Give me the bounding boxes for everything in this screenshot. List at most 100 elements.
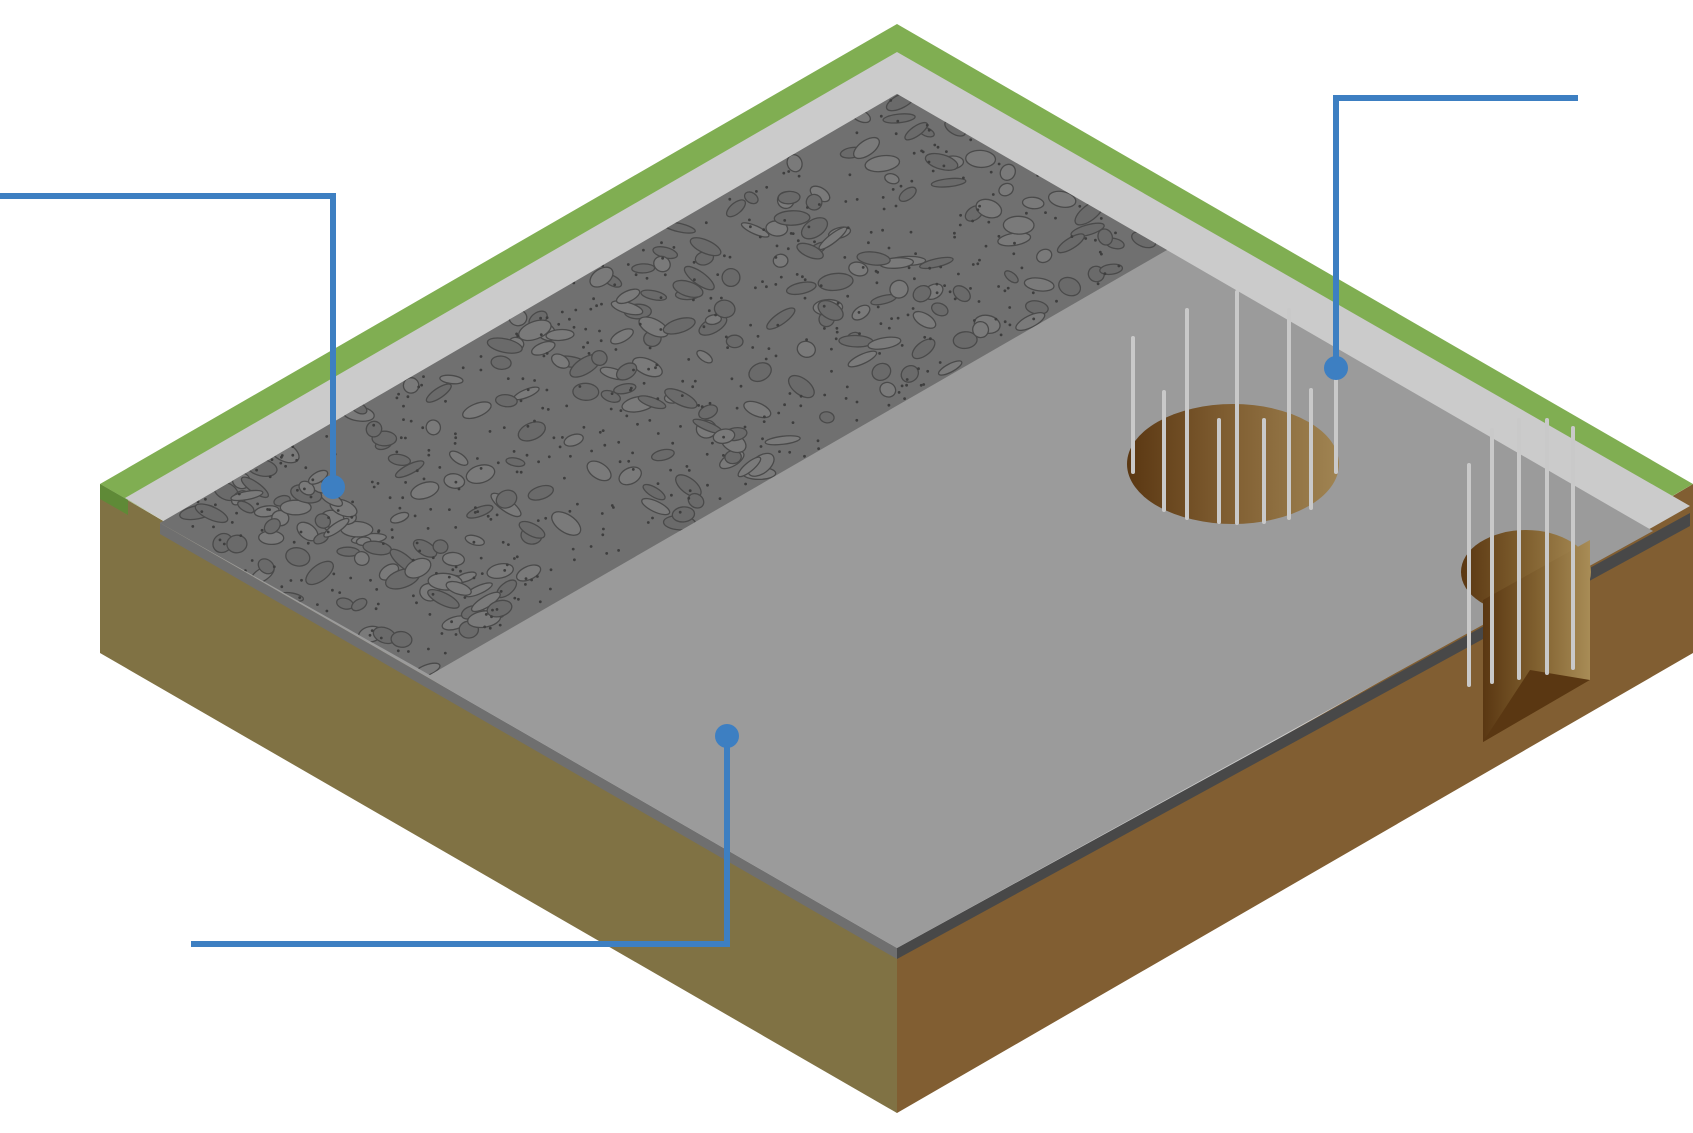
gravel-grain (656, 397, 660, 401)
gravel-grain (692, 260, 696, 264)
gravel-grain (656, 432, 660, 435)
gravel-grain (479, 467, 483, 470)
gravel-grain (539, 316, 542, 320)
gravel-stone (689, 237, 722, 257)
gravel-grain (598, 430, 602, 434)
gravel-grain (765, 285, 768, 289)
gravel-grain (370, 629, 374, 632)
gravel-grain (547, 455, 551, 459)
gravel-grain (422, 375, 425, 378)
gravel-grain (422, 477, 426, 481)
gravel-grain (900, 384, 904, 388)
gravel-grain (911, 307, 915, 310)
gravel-grain (935, 291, 939, 295)
gravel-grain (722, 454, 725, 457)
gravel-grain (855, 400, 859, 404)
gravel-grain (428, 613, 432, 616)
gravel-grain (803, 278, 807, 282)
gravel-grain (200, 510, 204, 513)
gravel-grain (671, 441, 675, 445)
gravel-grain (735, 406, 739, 410)
gravel-grain (426, 527, 430, 530)
leader-dot-gravel (321, 475, 345, 499)
gravel-grain (490, 615, 493, 619)
gravel-grain (830, 369, 833, 373)
gravel-grain (953, 231, 956, 235)
gravel-grain (659, 296, 663, 299)
gravel-grain (474, 506, 477, 509)
gravel-grain (929, 337, 932, 341)
gravel-grain (749, 225, 752, 229)
gravel-grain (255, 468, 258, 472)
gravel-grain (881, 228, 884, 232)
gravel-grain (1070, 235, 1074, 239)
gravel-grain (748, 218, 751, 222)
gravel-grain (578, 385, 582, 388)
gravel-grain (693, 278, 696, 282)
gravel-grain (927, 160, 931, 164)
gravel-grain (1084, 237, 1088, 240)
gravel-grain (730, 377, 734, 381)
gravel-stone (465, 464, 496, 485)
gravel-grain (778, 450, 781, 453)
gravel-grain (845, 385, 849, 389)
gravel-grain (775, 244, 779, 248)
slab-left-edge (160, 523, 897, 959)
gravel-grain (1078, 204, 1082, 208)
gravel-grain (230, 521, 234, 524)
gravel-grain (922, 383, 926, 386)
gravel-grain (648, 419, 652, 422)
gravel-grain (472, 576, 476, 580)
gravel-grain (536, 575, 539, 578)
gravel-stone (662, 317, 696, 335)
gravel-grain (969, 138, 973, 142)
gravel-grain (489, 517, 493, 521)
gravel-stone (230, 489, 264, 502)
gravel-grain (517, 597, 520, 601)
gravel-stone (1015, 311, 1046, 332)
gravel-grain (589, 545, 593, 548)
gravel-stone (889, 279, 909, 299)
gravel-stone (847, 350, 878, 368)
gravel-grain (663, 273, 667, 277)
gravel-grain (524, 577, 528, 580)
gravel-grain (654, 366, 657, 370)
gravel-grain (296, 488, 299, 492)
gravel-grain (289, 579, 293, 582)
gravel-grain (521, 377, 525, 381)
gravel-grain (708, 401, 712, 405)
gravel-grain (1054, 216, 1057, 220)
gravel-stone (389, 511, 410, 524)
gravel-grain (375, 588, 379, 591)
gravel-grain (1044, 211, 1047, 215)
gravel-grain (830, 347, 833, 351)
gravel-grain (910, 179, 914, 183)
gravel-grain (900, 344, 904, 347)
gravel-grain (222, 542, 226, 546)
gravel-stone (263, 518, 281, 535)
gravel-grain (823, 327, 826, 330)
gravel-grain (484, 613, 488, 616)
gravel-grain (499, 590, 503, 593)
gravel-grain (402, 404, 405, 408)
gravel-grain (687, 496, 691, 500)
gravel-grain (448, 508, 451, 511)
gravel-grain (415, 469, 419, 473)
gravel-grain (707, 309, 711, 313)
gravel-grain (582, 345, 585, 349)
gravel-stone (551, 511, 582, 536)
gravel-grain (587, 352, 591, 355)
gravel-grain (546, 408, 550, 411)
gravel-grain (398, 506, 402, 510)
gravel-grain (536, 519, 540, 522)
gravel-stone (696, 349, 713, 364)
gravel-grain (545, 352, 549, 355)
gravel-grain (427, 647, 430, 651)
gravel-grain (610, 504, 614, 507)
gravel-grain (948, 290, 952, 294)
gravel-grain (912, 151, 916, 155)
gravel-grain (857, 311, 861, 314)
gravel-grain (858, 332, 861, 336)
gravel-stone (610, 328, 634, 345)
gravel-grain (571, 547, 575, 551)
